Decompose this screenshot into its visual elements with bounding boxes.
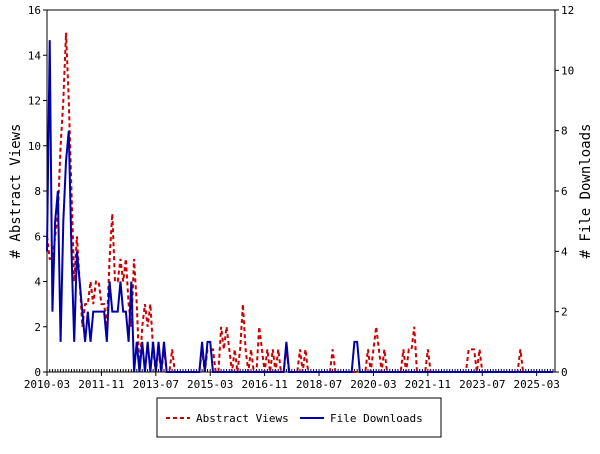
series-line (46, 40, 553, 373)
x-tick-label: 2015-03 (187, 378, 233, 391)
y-tick-label: 16 (28, 4, 41, 17)
x-tick-label: 2011-11 (78, 378, 124, 391)
legend-label: Abstract Views (196, 412, 289, 425)
y-tick-label: 12 (28, 95, 41, 108)
y2-tick-label: 0 (561, 366, 568, 379)
y2-tick-label: 4 (561, 245, 568, 258)
y-tick-label: 14 (28, 49, 42, 62)
y-axis-label: # Abstract Views (8, 124, 24, 259)
x-tick-label: 2021-11 (405, 378, 451, 391)
x-tick-label: 2023-07 (459, 378, 505, 391)
y2-axis-label: # File Downloads (578, 124, 594, 259)
x-tick-label: 2013-07 (133, 378, 179, 391)
x-tick-label: 2018-07 (296, 378, 342, 391)
x-tick-label: 2025-03 (513, 378, 559, 391)
series-line (46, 32, 553, 373)
x-tick-label: 2020-03 (350, 378, 396, 391)
y2-tick-label: 12 (561, 4, 574, 17)
x-tick-label: 2016-11 (241, 378, 287, 391)
y2-tick-label: 6 (561, 185, 568, 198)
legend (156, 397, 442, 438)
y2-tick-label: 2 (561, 306, 568, 319)
plot-frame (46, 9, 556, 373)
y-tick-label: 8 (34, 185, 41, 198)
y-tick-label: 0 (34, 366, 41, 379)
y-tick-label: 6 (34, 230, 41, 243)
y-tick-label: 10 (28, 140, 41, 153)
y-tick-label: 4 (34, 276, 41, 289)
y2-tick-label: 8 (561, 125, 568, 138)
y2-tick-label: 10 (561, 64, 574, 77)
y-tick-label: 2 (34, 321, 41, 334)
x-tick-label: 2010-03 (24, 378, 70, 391)
legend-label: File Downloads (330, 412, 423, 425)
